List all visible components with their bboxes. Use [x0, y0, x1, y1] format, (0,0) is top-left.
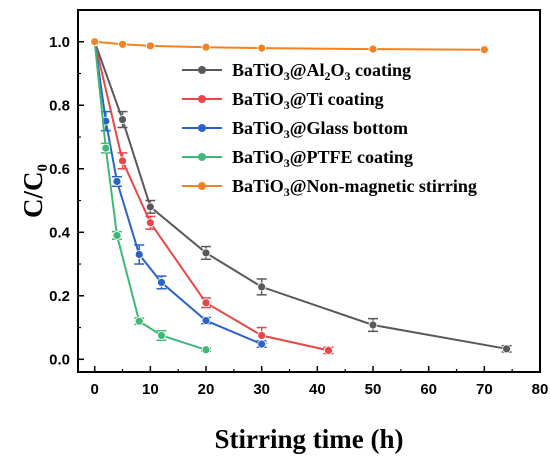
- x-tick-label: 80: [532, 381, 549, 398]
- legend-item-0: BaTiO3@Al2O3 coating: [182, 60, 411, 83]
- data-point: [368, 320, 378, 330]
- data-point: [118, 115, 127, 124]
- legend-item-4: BaTiO3@Non-magnetic stirring: [182, 176, 477, 199]
- x-tick-label: 70: [476, 381, 493, 398]
- data-point: [257, 43, 267, 53]
- y-tick-label: 0.0: [49, 351, 70, 368]
- y-axis-title: C/C0: [18, 164, 51, 218]
- data-point: [118, 156, 127, 166]
- data-point: [479, 45, 489, 55]
- data-point: [324, 346, 333, 355]
- x-tick-label: 40: [309, 381, 326, 398]
- legend-item-3: BaTiO3@PTFE coating: [182, 147, 413, 170]
- data-point: [118, 39, 127, 49]
- data-point: [257, 282, 267, 292]
- legend-label: BaTiO3@Al2O3 coating: [232, 60, 411, 83]
- data-point: [157, 331, 166, 340]
- x-axis-title: Stirring time (h): [215, 424, 404, 454]
- data-point: [201, 316, 211, 325]
- axis-ticks: 0 10 20 30 40 50 60 70 80 0.0 0.2 0.4 0.6 0.8 1.0: [49, 34, 548, 398]
- data-point: [201, 298, 211, 308]
- y-tick-label: 0.8: [49, 97, 70, 114]
- series-2: [90, 37, 267, 349]
- x-tick-label: 0: [91, 381, 99, 398]
- data-point: [112, 231, 122, 240]
- data-point: [145, 41, 155, 51]
- data-point: [201, 345, 211, 355]
- data-point: [368, 44, 378, 54]
- legend-marker: [198, 153, 206, 161]
- y-tick-label: 0.4: [49, 224, 71, 241]
- data-point: [502, 344, 512, 354]
- x-tick-label: 10: [142, 381, 159, 398]
- data-point: [145, 202, 155, 212]
- data-point: [112, 177, 122, 186]
- y-tick-label: 0.2: [49, 288, 70, 305]
- legend-label: BaTiO3@Glass bottom: [232, 118, 408, 141]
- x-tick-label: 50: [365, 381, 382, 398]
- data-point: [257, 331, 267, 340]
- data-point: [134, 316, 144, 326]
- legend-item-2: BaTiO3@Glass bottom: [182, 118, 408, 141]
- y-axis-title-main: C/C: [18, 172, 48, 219]
- x-tick-label: 30: [253, 381, 270, 398]
- data-point: [201, 248, 211, 258]
- x-tick-label: 20: [198, 381, 215, 398]
- legend-marker: [198, 66, 206, 74]
- series-4: [90, 37, 489, 55]
- y-axis-title-sub: 0: [35, 164, 51, 172]
- data-point: [201, 42, 211, 52]
- data-point: [145, 218, 155, 228]
- legend-item-1: BaTiO3@Ti coating: [182, 89, 384, 112]
- data-point: [157, 278, 166, 287]
- series-0: [90, 37, 512, 354]
- series-line: [93, 41, 329, 352]
- data-point: [257, 339, 267, 349]
- data-point: [134, 250, 144, 259]
- series-layer: [90, 37, 512, 355]
- legend-label: BaTiO3@Non-magnetic stirring: [232, 176, 477, 199]
- data-point: [90, 37, 100, 47]
- y-tick-label: 0.6: [49, 161, 70, 178]
- series-line: [93, 41, 207, 351]
- legend-marker: [198, 95, 206, 103]
- legend-label: BaTiO3@PTFE coating: [232, 147, 413, 170]
- series-1: [90, 37, 334, 355]
- x-tick-label: 60: [420, 381, 437, 398]
- legend-label: BaTiO3@Ti coating: [232, 89, 384, 112]
- data-point: [101, 143, 111, 153]
- plot-frame: [77, 9, 541, 373]
- y-tick-label: 1.0: [49, 34, 70, 51]
- series-3: [90, 37, 212, 355]
- legend: BaTiO3@Al2O3 coating BaTiO3@Ti coating BaT…: [182, 60, 477, 199]
- legend-marker: [198, 124, 206, 132]
- legend-marker: [198, 182, 206, 190]
